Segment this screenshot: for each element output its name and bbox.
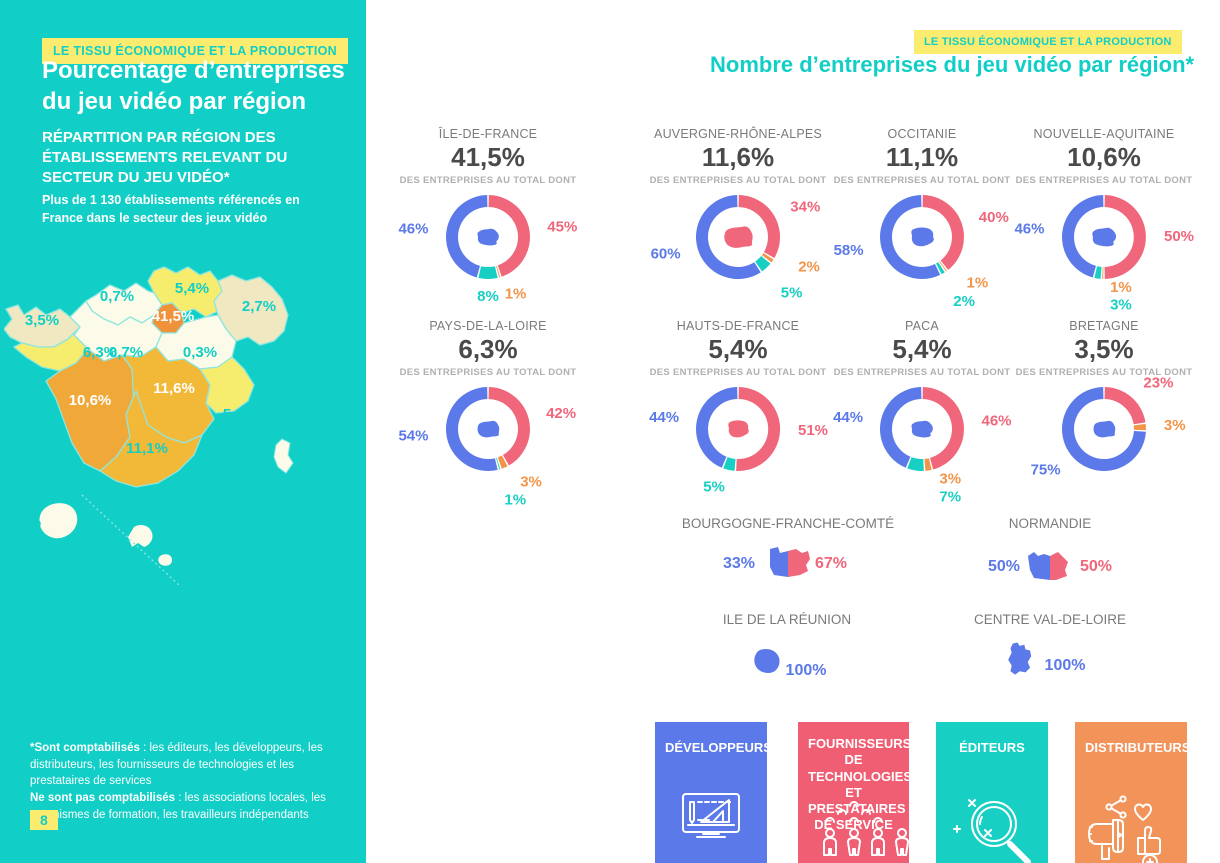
svg-text:0,7%: 0,7%	[109, 344, 143, 361]
svg-text:5,4%: 5,4%	[175, 280, 209, 297]
svg-text:11,6%: 11,6%	[153, 380, 195, 397]
svg-text:5,4%: 5,4%	[223, 406, 257, 423]
svg-text:41,5%: 41,5%	[152, 308, 195, 325]
svg-text:11,1%: 11,1%	[126, 440, 168, 457]
svg-text:2,7%: 2,7%	[242, 298, 276, 315]
svg-text:0,7%: 0,7%	[100, 288, 134, 305]
svg-text:0,4%: 0,4%	[7, 514, 41, 531]
svg-text:0,3%: 0,3%	[183, 344, 217, 361]
svg-text:10,6%: 10,6%	[69, 392, 112, 409]
svg-text:3,5%: 3,5%	[25, 312, 59, 329]
